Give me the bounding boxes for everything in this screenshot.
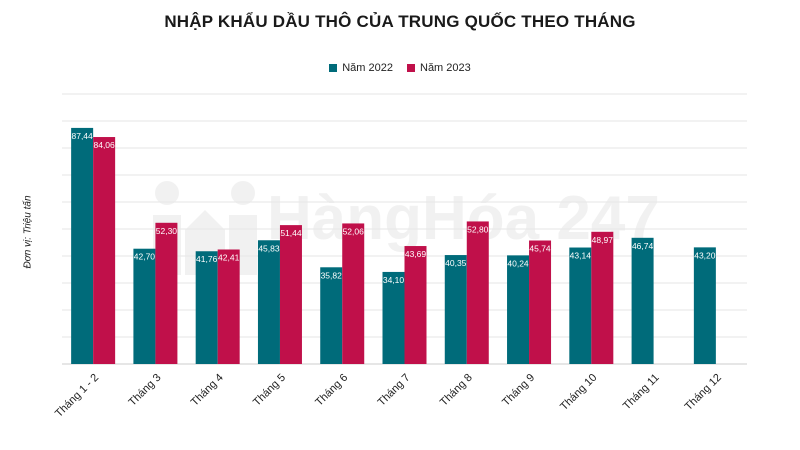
data-label-2022: 87,44 bbox=[71, 131, 93, 141]
bar-2022 bbox=[631, 237, 654, 364]
bar-2022 bbox=[444, 255, 467, 364]
bar-2022 bbox=[257, 240, 280, 364]
data-label-2022: 40,35 bbox=[445, 258, 467, 268]
data-label-2023: 84,06 bbox=[93, 140, 115, 150]
bar-2023 bbox=[529, 240, 552, 364]
bar-2022 bbox=[382, 271, 405, 364]
x-tick-label: Tháng 5 bbox=[251, 372, 288, 409]
data-label-2023: 51,44 bbox=[280, 228, 302, 238]
x-tick-label: Tháng 7 bbox=[376, 372, 413, 409]
data-label-2022: 43,14 bbox=[570, 251, 592, 261]
bar-2022 bbox=[507, 255, 530, 364]
legend-label-2022: Năm 2022 bbox=[342, 62, 393, 74]
x-tick-label: Tháng 8 bbox=[438, 372, 475, 409]
x-tick-label: Tháng 6 bbox=[313, 372, 350, 409]
data-label-2022: 46,74 bbox=[632, 241, 654, 251]
bar-2022 bbox=[71, 127, 94, 364]
bar-2023 bbox=[279, 225, 302, 364]
bar-2023 bbox=[93, 137, 116, 364]
x-tick-label: Tháng 9 bbox=[500, 372, 537, 409]
legend-item-2022: Năm 2022 bbox=[329, 62, 393, 74]
data-label-2023: 52,30 bbox=[156, 226, 178, 236]
data-label-2023: 45,74 bbox=[529, 244, 551, 254]
bar-2022 bbox=[133, 248, 156, 364]
bar-2023 bbox=[342, 223, 365, 364]
bar-2022 bbox=[320, 267, 343, 364]
data-label-2022: 45,83 bbox=[258, 243, 280, 253]
data-label-2022: 41,76 bbox=[196, 254, 218, 264]
legend-item-2023: Năm 2023 bbox=[407, 62, 471, 74]
x-tick-label: Tháng 12 bbox=[683, 372, 724, 413]
bar-2023 bbox=[466, 221, 489, 364]
data-label-2023: 52,06 bbox=[343, 226, 365, 236]
bar-2023 bbox=[155, 222, 178, 364]
legend-label-2023: Năm 2023 bbox=[420, 62, 471, 74]
data-label-2023: 43,69 bbox=[405, 249, 427, 259]
data-label-2023: 42,41 bbox=[218, 252, 240, 262]
bar-2022 bbox=[195, 251, 218, 364]
bar-2023 bbox=[404, 246, 427, 364]
x-tick-label: Tháng 4 bbox=[189, 372, 226, 409]
data-label-2023: 52,80 bbox=[467, 224, 489, 234]
data-label-2022: 43,20 bbox=[694, 250, 716, 260]
data-label-2022: 42,70 bbox=[134, 252, 156, 262]
data-label-2022: 40,24 bbox=[507, 258, 529, 268]
data-label-2022: 34,10 bbox=[383, 275, 405, 285]
bar-2022 bbox=[693, 247, 716, 364]
chart-title: NHẬP KHẨU DẦU THÔ CỦA TRUNG QUỐC THEO TH… bbox=[164, 12, 636, 31]
data-label-2023: 48,97 bbox=[592, 235, 614, 245]
legend-swatch-2022 bbox=[329, 64, 338, 72]
bar-2023 bbox=[217, 249, 240, 364]
x-tick-label: Tháng 1 - 2 bbox=[53, 372, 101, 420]
bar-2023 bbox=[591, 231, 614, 364]
x-tick-label: Tháng 3 bbox=[126, 372, 163, 409]
x-tick-label: Tháng 10 bbox=[558, 372, 599, 413]
legend-swatch-2023 bbox=[407, 64, 415, 72]
legend: Năm 2022 Năm 2023 bbox=[0, 62, 800, 74]
data-label-2022: 35,82 bbox=[321, 270, 343, 280]
bar-2022 bbox=[569, 247, 592, 364]
x-tick-label: Tháng 11 bbox=[621, 372, 662, 413]
